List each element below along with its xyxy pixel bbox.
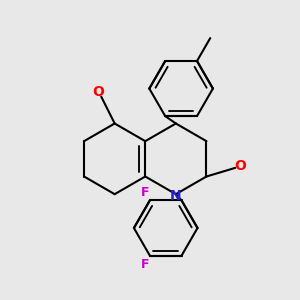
Text: O: O <box>92 85 104 99</box>
Text: O: O <box>235 159 247 173</box>
Text: N: N <box>170 189 182 202</box>
Text: F: F <box>141 186 150 199</box>
Text: F: F <box>140 258 149 271</box>
